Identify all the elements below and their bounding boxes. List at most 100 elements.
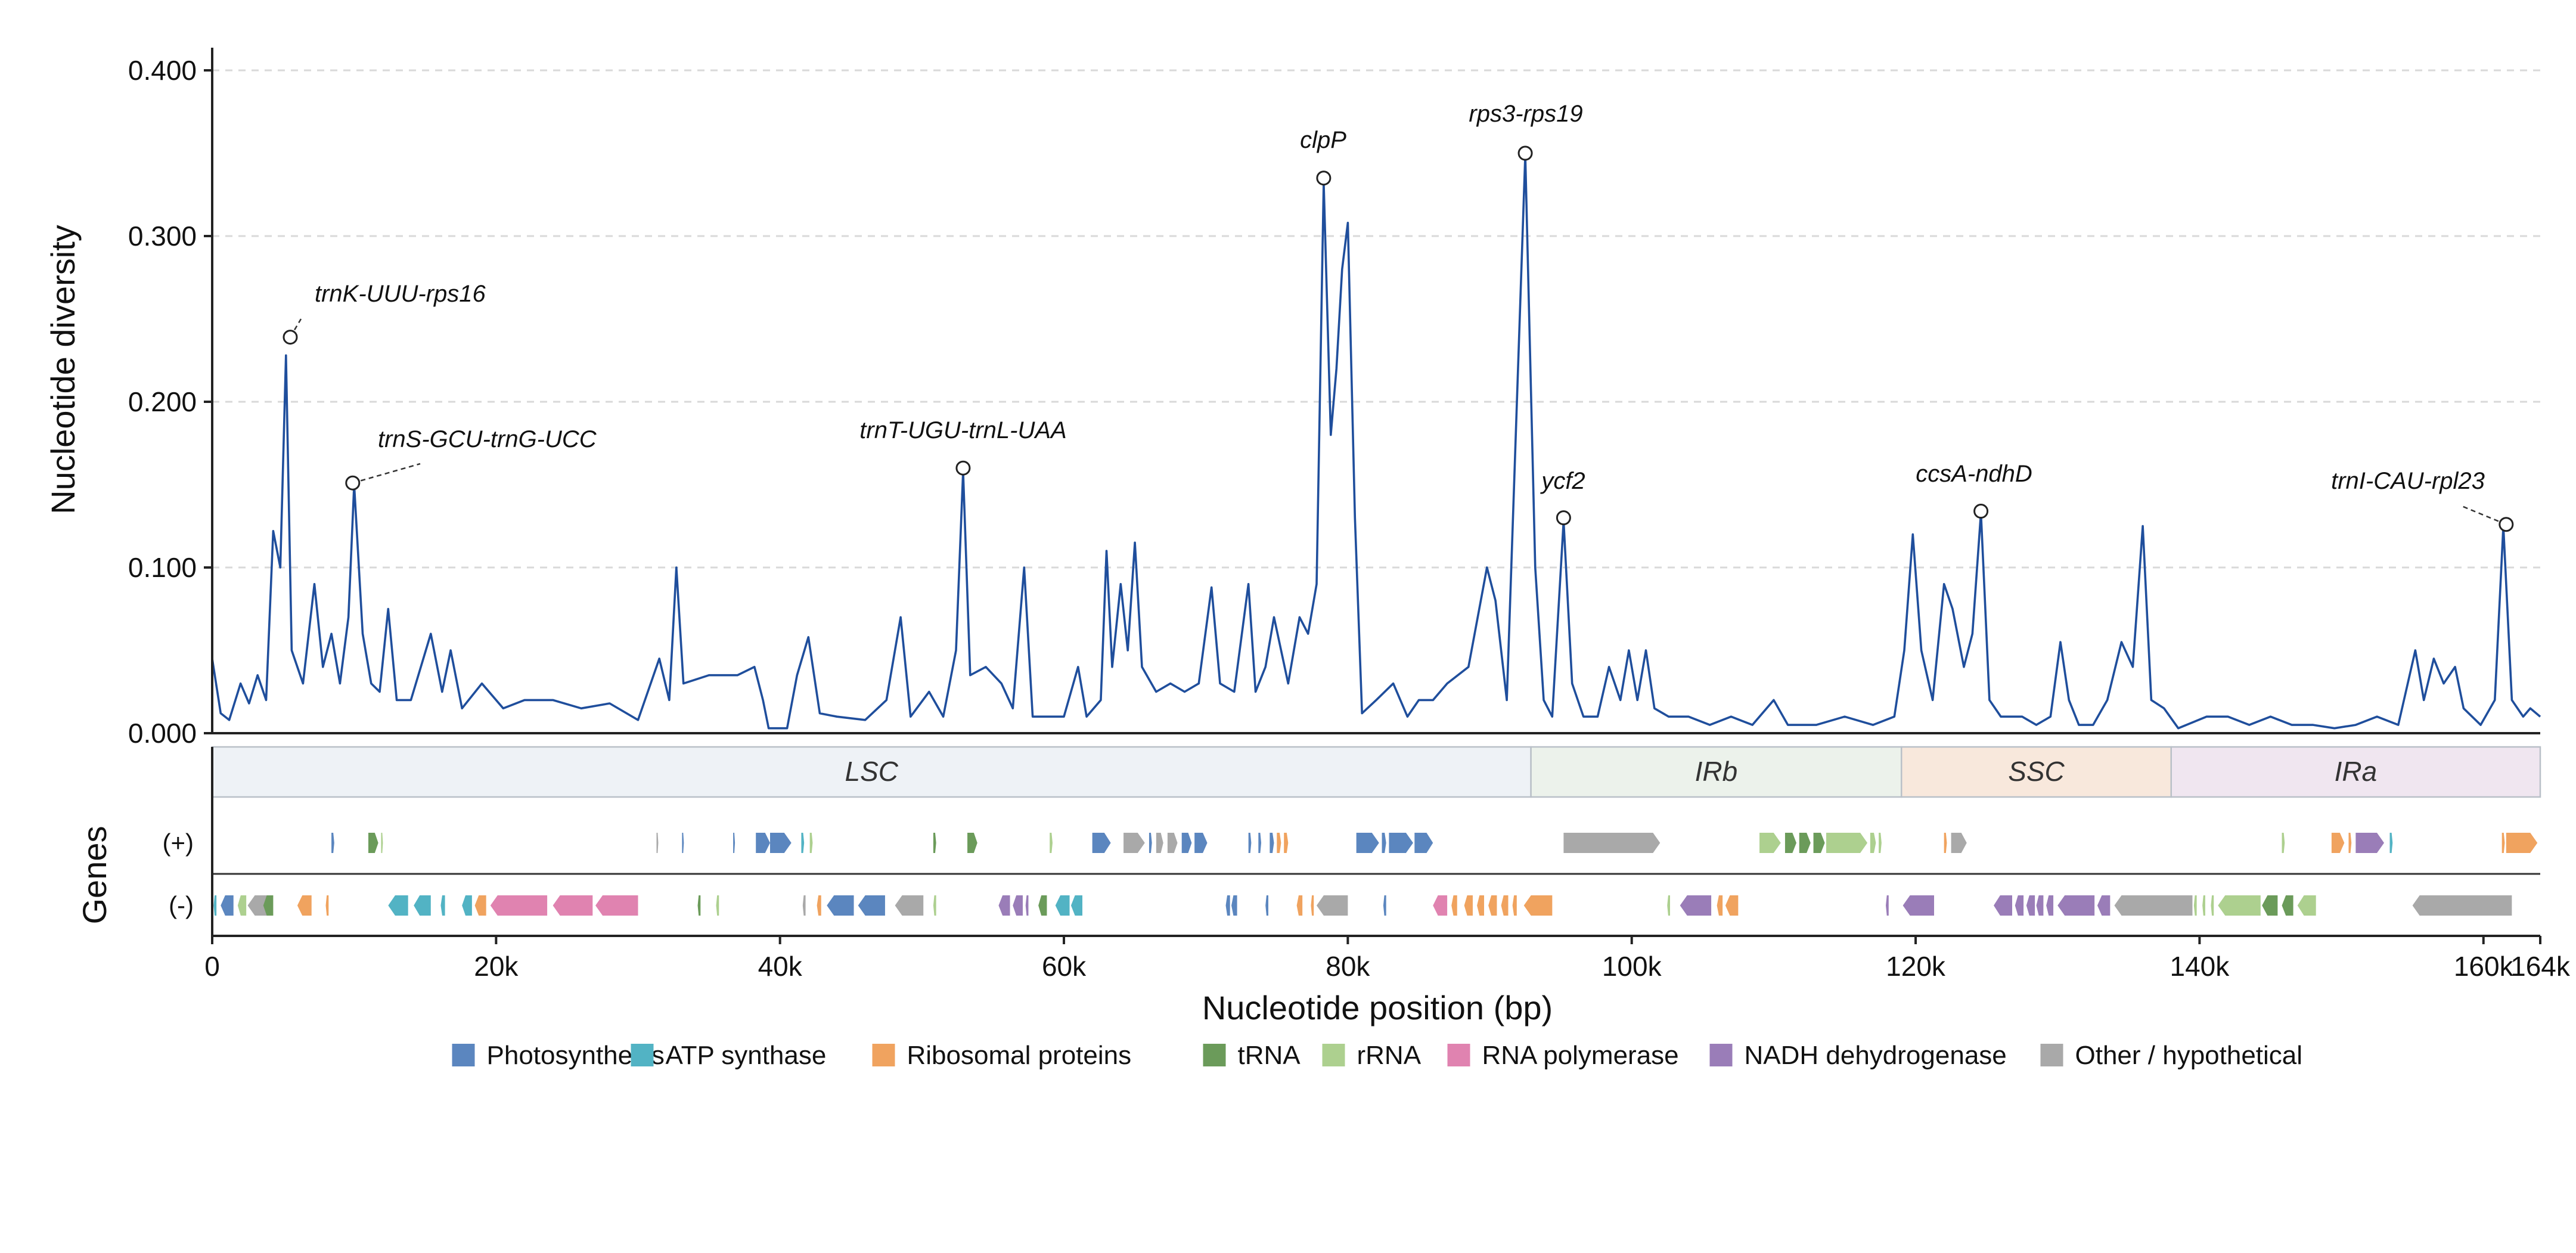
legend-swatch [1447, 1044, 1470, 1066]
gene-minus [998, 895, 1010, 916]
peak-marker [955, 460, 971, 476]
gene-minus [895, 895, 924, 916]
gene-plus [1870, 833, 1876, 853]
gene-plus [1277, 833, 1281, 853]
peak-marker [345, 475, 361, 491]
gene-minus [2262, 895, 2278, 916]
gene-minus [213, 895, 217, 916]
legend-label: Ribosomal proteins [907, 1041, 1132, 1070]
gene-plus [1759, 833, 1781, 853]
gene-plus [756, 833, 771, 853]
gene-plus [933, 833, 936, 853]
gene-plus [1167, 833, 1178, 853]
peak-marker [283, 330, 298, 345]
x-axis-title: Nucleotide position (bp) [1202, 989, 1553, 1026]
gene-plus [1356, 833, 1379, 853]
gene-plus [2348, 833, 2352, 853]
gene-minus [1265, 895, 1268, 916]
gene-minus [325, 895, 329, 916]
gene-plus [801, 833, 805, 853]
y-tick-label: 0.300 [128, 221, 197, 252]
gene-plus [1389, 833, 1413, 853]
legend-label: rRNA [1357, 1041, 1422, 1070]
gene-minus [817, 895, 821, 916]
legend-swatch [1709, 1044, 1733, 1066]
region-bar: LSC IRb SSC IRa [211, 746, 2541, 798]
gene-plus [967, 833, 977, 853]
gene-plus [1879, 833, 1882, 853]
legend-swatch [1203, 1044, 1226, 1066]
gene-minus [697, 895, 701, 916]
gene-minus [1316, 895, 1348, 916]
legend-label: RNA polymerase [1482, 1041, 1679, 1070]
x-tick-label: 100k [1602, 951, 1662, 982]
legend-swatch [452, 1044, 475, 1066]
legend-label: Other / hypothetical [2075, 1041, 2303, 1070]
gene-minus [247, 895, 269, 916]
gene-minus [440, 895, 445, 916]
gene-track [213, 833, 2538, 916]
gene-minus [2211, 895, 2214, 916]
region-irb [1530, 746, 1902, 798]
peak-marker [1556, 510, 1571, 526]
x-tick-label: 120k [1886, 951, 1946, 982]
gene-plus [368, 833, 378, 853]
gene-minus [474, 895, 486, 916]
gene-minus [2036, 895, 2044, 916]
region-ira [2170, 746, 2541, 798]
gene-plus [381, 833, 383, 853]
gene-plus [2282, 833, 2285, 853]
peak-label: ycf2 [1540, 468, 1585, 494]
y-tick-label: 0.100 [128, 552, 197, 583]
gene-minus [462, 895, 472, 916]
gene-minus [1501, 895, 1509, 916]
x-tick-label: 164k [2510, 951, 2571, 982]
gene-plus [1092, 833, 1111, 853]
legend-swatch [1322, 1044, 1345, 1066]
y-axis-title: Nucleotide diversity [44, 225, 82, 514]
legend-swatch [872, 1044, 895, 1066]
gene-minus [1025, 895, 1029, 916]
gene-plus [1563, 833, 1661, 853]
gene-minus [2097, 895, 2111, 916]
x-tick-label: 160k [2454, 951, 2514, 982]
legend-label: NADH dehydrogenase [1745, 1041, 2007, 1070]
y-tick-label: 0.400 [128, 55, 197, 86]
gene-minus [1231, 895, 1237, 916]
region-ssc [1900, 746, 2172, 798]
gene-minus [2202, 895, 2205, 916]
peak-marker [1517, 145, 1533, 161]
gene-minus [490, 895, 548, 916]
gene-plus [1799, 833, 1811, 853]
gene-minus [2114, 895, 2193, 916]
grid-lines [212, 69, 2540, 569]
legend-label: tRNA [1238, 1041, 1301, 1070]
gene-minus [1477, 895, 1485, 916]
gene-minus [1680, 895, 1712, 916]
region-label: IRa [2335, 756, 2378, 787]
peak-marker [1973, 503, 1989, 519]
gene-minus [2046, 895, 2054, 916]
gene-plus [1248, 833, 1252, 853]
peak-label: clpP [1300, 127, 1346, 153]
gene-minus [1886, 895, 1889, 916]
gene-minus [237, 895, 247, 916]
gene-plus [656, 833, 659, 853]
gene-minus [1055, 895, 1070, 916]
gene-plus [2389, 833, 2393, 853]
gene-minus [933, 895, 936, 916]
x-tick-label: 20k [474, 951, 519, 982]
y-tick-label: 0.200 [128, 386, 197, 417]
gene-minus [553, 895, 593, 916]
gene-plus [1050, 833, 1053, 853]
gene-plus [1382, 833, 1386, 853]
gene-plus [1951, 833, 1967, 853]
gene-plus [2506, 833, 2538, 853]
gene-minus [2057, 895, 2095, 916]
gene-minus [1225, 895, 1230, 916]
peak-marker [2499, 517, 2514, 532]
x-tick-label: 40k [758, 951, 803, 982]
gene-plus [1156, 833, 1163, 853]
gene-plus [809, 833, 813, 853]
